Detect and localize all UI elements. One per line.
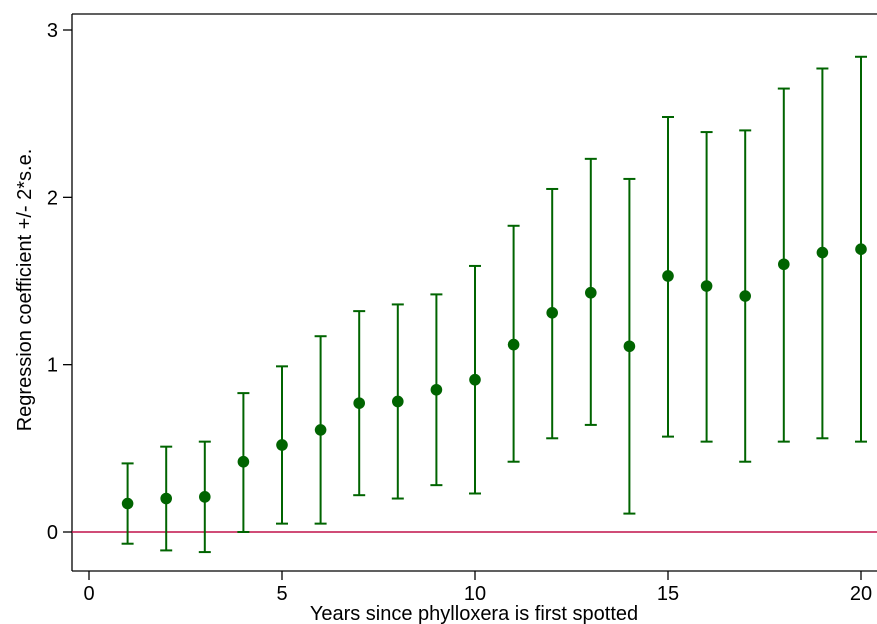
data-point xyxy=(778,258,790,271)
y-tick-label: 0 xyxy=(47,522,58,544)
data-point xyxy=(160,492,172,505)
data-point xyxy=(585,286,597,299)
data-marks xyxy=(121,55,867,554)
data-point xyxy=(739,290,751,302)
x-tick-label: 5 xyxy=(276,583,287,605)
x-axis-title: Years since phylloxera is first spotted xyxy=(310,603,638,624)
x-axis-ticks: 0 5 10 15 20 xyxy=(83,571,872,605)
y-tick-label: 1 xyxy=(47,355,58,377)
data-point xyxy=(199,491,211,503)
data-point xyxy=(662,270,674,282)
data-point xyxy=(855,243,867,256)
data-point xyxy=(507,338,520,351)
data-point xyxy=(276,439,288,451)
x-tick-label: 0 xyxy=(83,583,94,605)
data-point xyxy=(237,455,250,468)
data-point xyxy=(700,280,713,292)
data-point xyxy=(314,424,327,436)
data-point xyxy=(353,397,366,409)
y-tick-label: 2 xyxy=(47,187,58,209)
data-point xyxy=(121,497,134,510)
data-point xyxy=(816,246,829,259)
y-axis-ticks: 0 1 2 3 xyxy=(47,20,72,544)
x-tick-label: 15 xyxy=(657,583,679,605)
data-point xyxy=(469,373,481,386)
x-tick-label: 10 xyxy=(464,583,486,605)
data-point xyxy=(392,395,404,408)
data-point xyxy=(430,383,443,396)
data-point xyxy=(623,340,636,353)
y-tick-label: 3 xyxy=(47,20,58,42)
y-axis-title: Regression coefficient +/- 2*s.e. xyxy=(14,149,36,432)
data-point xyxy=(546,306,558,319)
x-tick-label: 20 xyxy=(850,583,872,605)
